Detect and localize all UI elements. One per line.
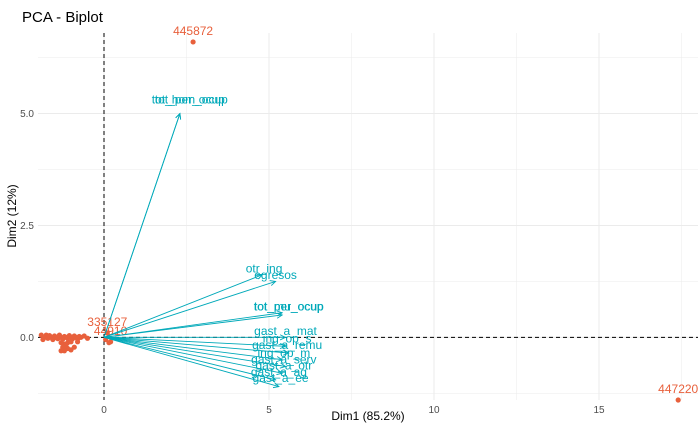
individual-point — [63, 343, 69, 349]
variable-label: tot_per_ocup — [254, 299, 324, 313]
individual-point — [71, 344, 77, 350]
x-tick-label: 10 — [428, 405, 440, 416]
variable-arrow — [103, 310, 284, 338]
individual-points — [38, 39, 681, 403]
variable-label: tot_mu_ocup — [254, 299, 324, 313]
individual-label: 335127 — [87, 315, 127, 329]
variable-arrow — [103, 336, 287, 369]
variable-label: ing_op_s — [263, 332, 312, 346]
y-tick-label: 0.0 — [20, 333, 34, 344]
grid-minor — [38, 33, 698, 400]
grid-major — [38, 33, 698, 400]
variable-arrow — [103, 280, 277, 338]
variable-arrow — [103, 336, 287, 350]
variable-label: egresos — [254, 268, 297, 282]
individual-point — [190, 39, 196, 45]
variable-arrow — [103, 336, 277, 382]
individual-label: 44910 — [94, 324, 128, 338]
variable-label: gast_a_serv — [251, 352, 316, 366]
variable-arrow — [103, 273, 264, 338]
individual-label: 447220 — [658, 382, 698, 396]
x-tick-label: 15 — [593, 405, 605, 416]
variable-arrow — [103, 336, 290, 356]
variable-arrows — [103, 112, 290, 389]
individual-point — [75, 339, 81, 345]
variable-label: gast_a_remu — [252, 338, 322, 352]
y-tick-label: 2.5 — [20, 221, 34, 232]
x-tick-label: 5 — [266, 405, 272, 416]
reference-lines — [38, 33, 698, 400]
individual-point — [84, 335, 91, 341]
individual-point — [108, 339, 114, 345]
variable-label: tot_per_ocup — [155, 93, 225, 107]
variable-arrow — [103, 336, 284, 363]
plot-panel — [38, 33, 698, 400]
y-axis-ticks: 0.0 2.5 5.0 — [20, 109, 34, 344]
individual-point — [68, 339, 74, 345]
variable-labels: tot_hom_ocuptot_per_ocupotr_ingegresosto… — [152, 93, 324, 385]
variable-label: ing_op_m — [257, 346, 310, 360]
chart-title: PCA - Biplot — [22, 9, 104, 26]
y-tick-label: 5.0 — [20, 109, 34, 120]
x-axis-ticks: 0 5 10 15 — [101, 405, 605, 416]
variable-label: otr_ing — [246, 261, 283, 275]
individual-point — [61, 348, 67, 354]
individual-point — [675, 397, 681, 403]
x-axis-title: Dim1 (85.2%) — [331, 409, 404, 423]
variable-arrow — [103, 112, 182, 338]
variable-label: gast_a_mat — [254, 324, 317, 338]
variable-label: gast_a_ag — [251, 365, 307, 379]
y-axis-title: Dim2 (12%) — [5, 184, 19, 247]
variable-arrow — [104, 334, 287, 341]
variable-arrow — [103, 336, 280, 389]
variable-arrow — [103, 336, 284, 376]
x-tick-label: 0 — [101, 405, 107, 416]
individual-label: 445872 — [173, 24, 213, 38]
variable-label: gast_a_ee — [253, 371, 309, 385]
variable-label: tot_hom_ocup — [152, 93, 228, 107]
variable-label: gast_a_otr — [255, 359, 312, 373]
